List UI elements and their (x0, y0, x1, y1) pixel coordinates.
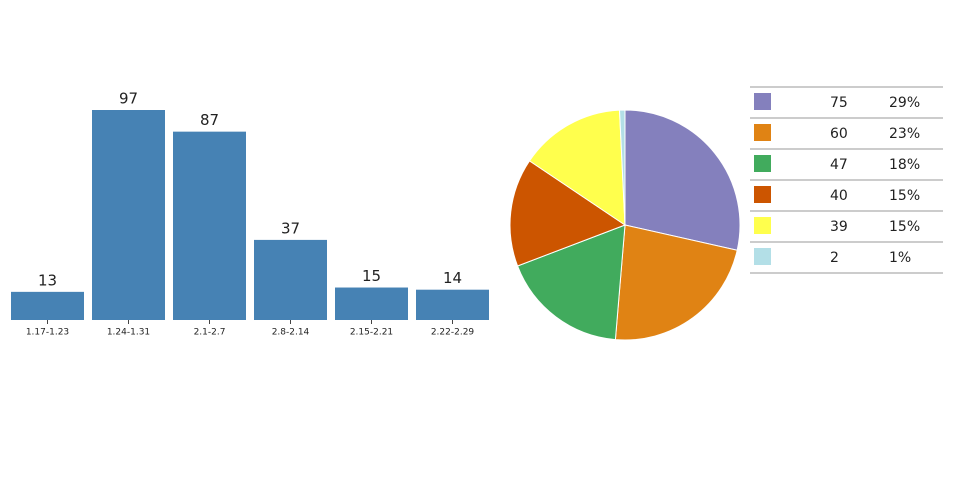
legend-percent: 18% (889, 157, 920, 173)
legend-count: 60 (830, 126, 848, 142)
bar (416, 289, 489, 320)
legend-swatch (754, 155, 771, 172)
legend-swatch (754, 217, 771, 234)
legend-swatch (754, 93, 771, 110)
bar (92, 110, 165, 320)
pie-slice (528, 109, 626, 226)
pie-slice (509, 160, 627, 267)
x-tick-label: 1.17-1.23 (26, 328, 69, 338)
bar-value-label: 87 (200, 111, 219, 129)
pie-slice (618, 109, 626, 226)
legend-swatch (754, 186, 771, 203)
legend-percent: 29% (889, 95, 920, 111)
legend-count: 75 (830, 95, 848, 111)
pie-slice (516, 224, 626, 341)
legend-percent: 23% (889, 126, 920, 142)
bar-value-label: 97 (119, 90, 138, 108)
bar (335, 287, 408, 320)
bar-value-label: 13 (38, 271, 57, 289)
bar (254, 239, 327, 320)
legend-count: 40 (830, 188, 848, 204)
bar-value-label: 14 (443, 269, 462, 287)
x-tick-label: 2.22-2.29 (431, 328, 475, 338)
legend-percent: 1% (889, 250, 911, 266)
x-tick-label: 2.1-2.7 (194, 328, 226, 338)
bar (173, 131, 246, 320)
legend-percent: 15% (889, 219, 920, 235)
legend-percent: 15% (889, 188, 920, 204)
legend-count: 47 (830, 157, 848, 173)
legend-count: 2 (830, 250, 839, 266)
x-tick-label: 2.8-2.14 (272, 328, 310, 338)
legend-count: 39 (830, 219, 848, 235)
x-tick-label: 2.15-2.21 (350, 328, 393, 338)
pie-slice (614, 224, 738, 341)
pie-slice (624, 109, 741, 251)
legend-swatch (754, 248, 771, 265)
bar-value-label: 15 (362, 267, 381, 285)
bar-value-label: 37 (281, 219, 300, 237)
bar (11, 291, 84, 320)
legend-swatch (754, 124, 771, 141)
x-tick-label: 1.24-1.31 (107, 328, 150, 338)
